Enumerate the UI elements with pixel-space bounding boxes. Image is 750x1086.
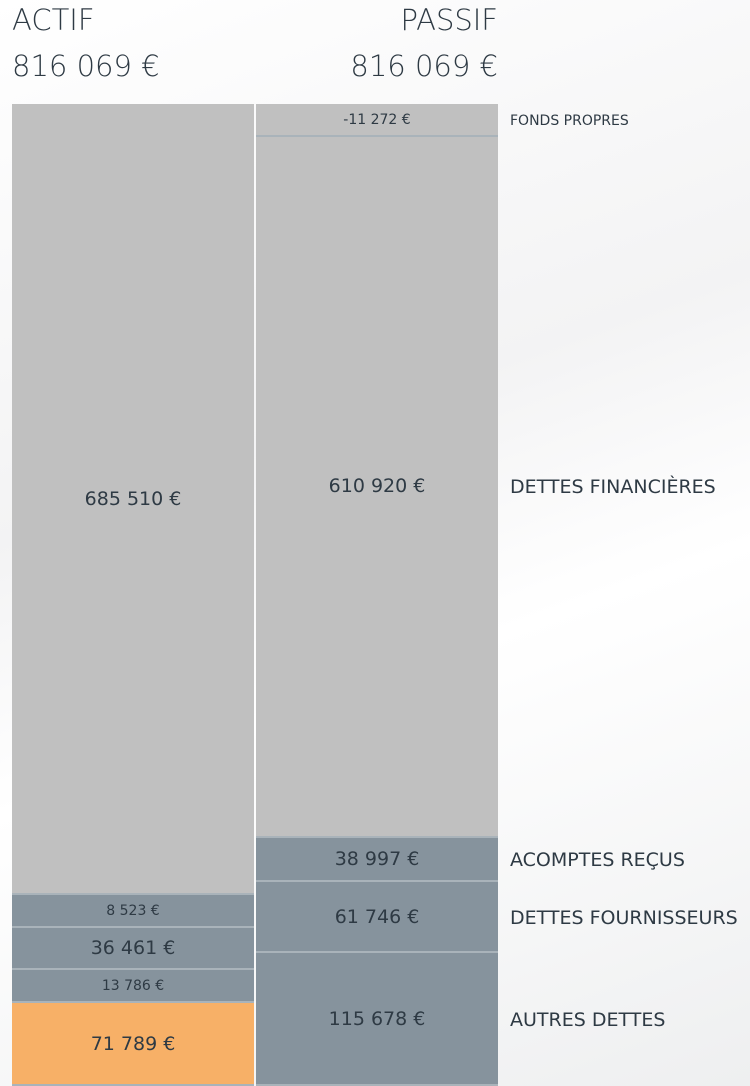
segment-name: ACOMPTES REÇUS: [510, 849, 685, 872]
segment-label: 610 920 €: [328, 475, 426, 498]
segment: 71 789 €: [12, 1003, 254, 1086]
segment-label: 685 510 €: [84, 487, 182, 510]
segment: 38 997 €: [256, 837, 498, 883]
segment-name: AUTRES DETTES: [510, 1008, 666, 1031]
segment: 8 523 €: [12, 895, 254, 929]
segment-name: DETTES FOURNISSEURS: [510, 906, 738, 929]
segment: 61 746 €: [256, 882, 498, 954]
segment: 36 461 €: [12, 928, 254, 971]
segment-label: 115 678 €: [328, 1007, 426, 1030]
segment-name: FONDS PROPRES: [510, 112, 629, 129]
segment: -11 272 €: [256, 104, 498, 137]
segment-label: -11 272 €: [343, 111, 411, 128]
column-title: PASSIF: [400, 3, 498, 37]
segment: 685 510 €: [12, 104, 254, 896]
column-title: ACTIF: [12, 3, 95, 37]
segment: 610 920 €: [256, 137, 498, 838]
segment-label: 71 789 €: [90, 1032, 176, 1055]
column-total: 816 069 €: [350, 49, 498, 83]
segment-name: DETTES FINANCIÈRES: [510, 476, 716, 499]
segment-label: 38 997 €: [334, 848, 420, 871]
segment-label: 61 746 €: [334, 905, 420, 928]
segment: 115 678 €: [256, 953, 498, 1086]
segment-label: 8 523 €: [106, 902, 160, 919]
segment-label: 13 786 €: [101, 977, 165, 994]
segment-label: 36 461 €: [90, 937, 176, 960]
segment: 13 786 €: [12, 970, 254, 1004]
column-total: 816 069 €: [12, 49, 160, 83]
